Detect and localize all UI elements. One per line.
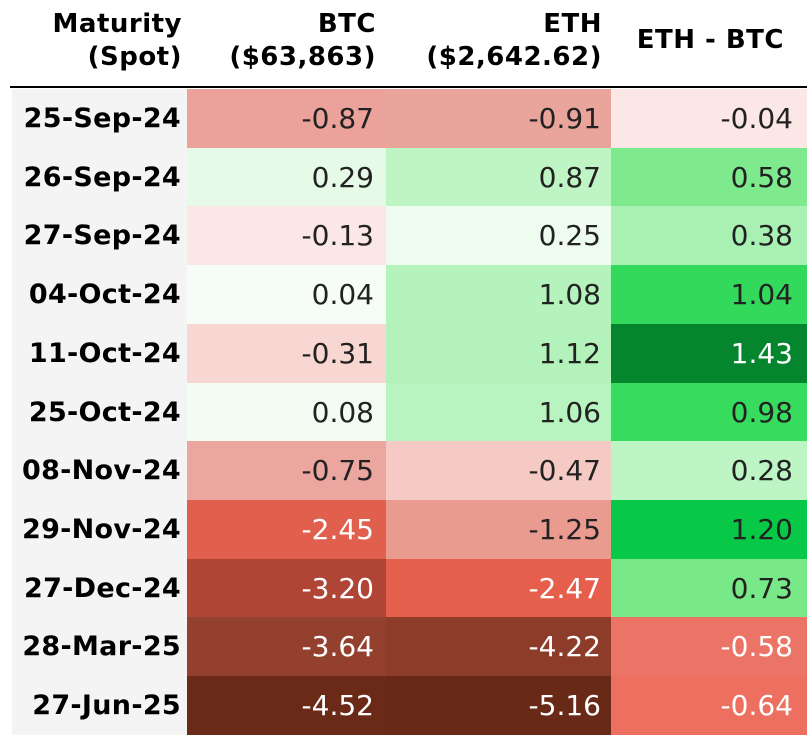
header-maturity: Maturity (Spot) <box>10 8 182 96</box>
header-rule <box>10 86 807 88</box>
btc-value-cell: -3.64 <box>187 617 386 676</box>
maturity-cell: 26-Sep-24 <box>12 148 187 206</box>
eth-value-cell: 1.06 <box>386 383 611 441</box>
eth-value-cell: 1.08 <box>386 265 611 324</box>
eth-value-cell: -1.25 <box>386 500 611 559</box>
maturity-cell: 25-Sep-24 <box>12 89 187 148</box>
header-diff-line-1: ETH - BTC <box>636 25 784 55</box>
maturity-cell: 25-Oct-24 <box>12 383 187 441</box>
maturity-cell: 04-Oct-24 <box>12 265 187 324</box>
header-btc-line-1: BTC <box>317 9 376 39</box>
maturity-cell: 27-Jun-25 <box>12 676 187 735</box>
header-eth: ETH ($2,642.62) <box>390 8 602 96</box>
eth-value-cell: -0.47 <box>386 441 611 500</box>
header-diff: ETH - BTC <box>612 24 784 112</box>
diff-value-cell: 0.98 <box>611 383 807 441</box>
header-maturity-line-2: (Spot) <box>87 42 182 72</box>
maturity-cell: 28-Mar-25 <box>12 617 187 676</box>
eth-value-cell: 0.25 <box>386 206 611 265</box>
btc-value-cell: -0.13 <box>187 206 386 265</box>
btc-value-cell: 0.29 <box>187 148 386 206</box>
diff-value-cell: 0.38 <box>611 206 807 265</box>
eth-value-cell: -2.47 <box>386 559 611 617</box>
maturity-cell: 27-Dec-24 <box>12 559 187 617</box>
maturity-cell: 27-Sep-24 <box>12 206 187 265</box>
diff-value-cell: 0.28 <box>611 441 807 500</box>
diff-value-cell: 1.04 <box>611 265 807 324</box>
btc-value-cell: 0.04 <box>187 265 386 324</box>
maturity-cell: 29-Nov-24 <box>12 500 187 559</box>
eth-value-cell: 0.87 <box>386 148 611 206</box>
diff-value-cell: 1.43 <box>611 324 807 383</box>
eth-value-cell: 1.12 <box>386 324 611 383</box>
btc-value-cell: -0.75 <box>187 441 386 500</box>
header-eth-line-2: ($2,642.62) <box>426 42 602 72</box>
maturity-cell: 11-Oct-24 <box>12 324 187 383</box>
diff-value-cell: -0.64 <box>611 676 807 735</box>
header-maturity-line-1: Maturity <box>52 9 182 39</box>
maturity-cell: 08-Nov-24 <box>12 441 187 500</box>
diff-value-cell: 0.58 <box>611 148 807 206</box>
btc-value-cell: -2.45 <box>187 500 386 559</box>
eth-value-cell: -0.91 <box>386 89 611 148</box>
header-btc: BTC ($63,863) <box>190 8 376 96</box>
diff-value-cell: 1.20 <box>611 500 807 559</box>
eth-value-cell: -4.22 <box>386 617 611 676</box>
diff-value-cell: -0.04 <box>611 89 807 148</box>
btc-value-cell: -3.20 <box>187 559 386 617</box>
btc-value-cell: 0.08 <box>187 383 386 441</box>
header-btc-line-2: ($63,863) <box>229 42 376 72</box>
btc-value-cell: -0.87 <box>187 89 386 148</box>
diff-value-cell: -0.58 <box>611 617 807 676</box>
btc-value-cell: -4.52 <box>187 676 386 735</box>
header-eth-line-1: ETH <box>543 9 602 39</box>
eth-value-cell: -5.16 <box>386 676 611 735</box>
btc-value-cell: -0.31 <box>187 324 386 383</box>
diff-value-cell: 0.73 <box>611 559 807 617</box>
